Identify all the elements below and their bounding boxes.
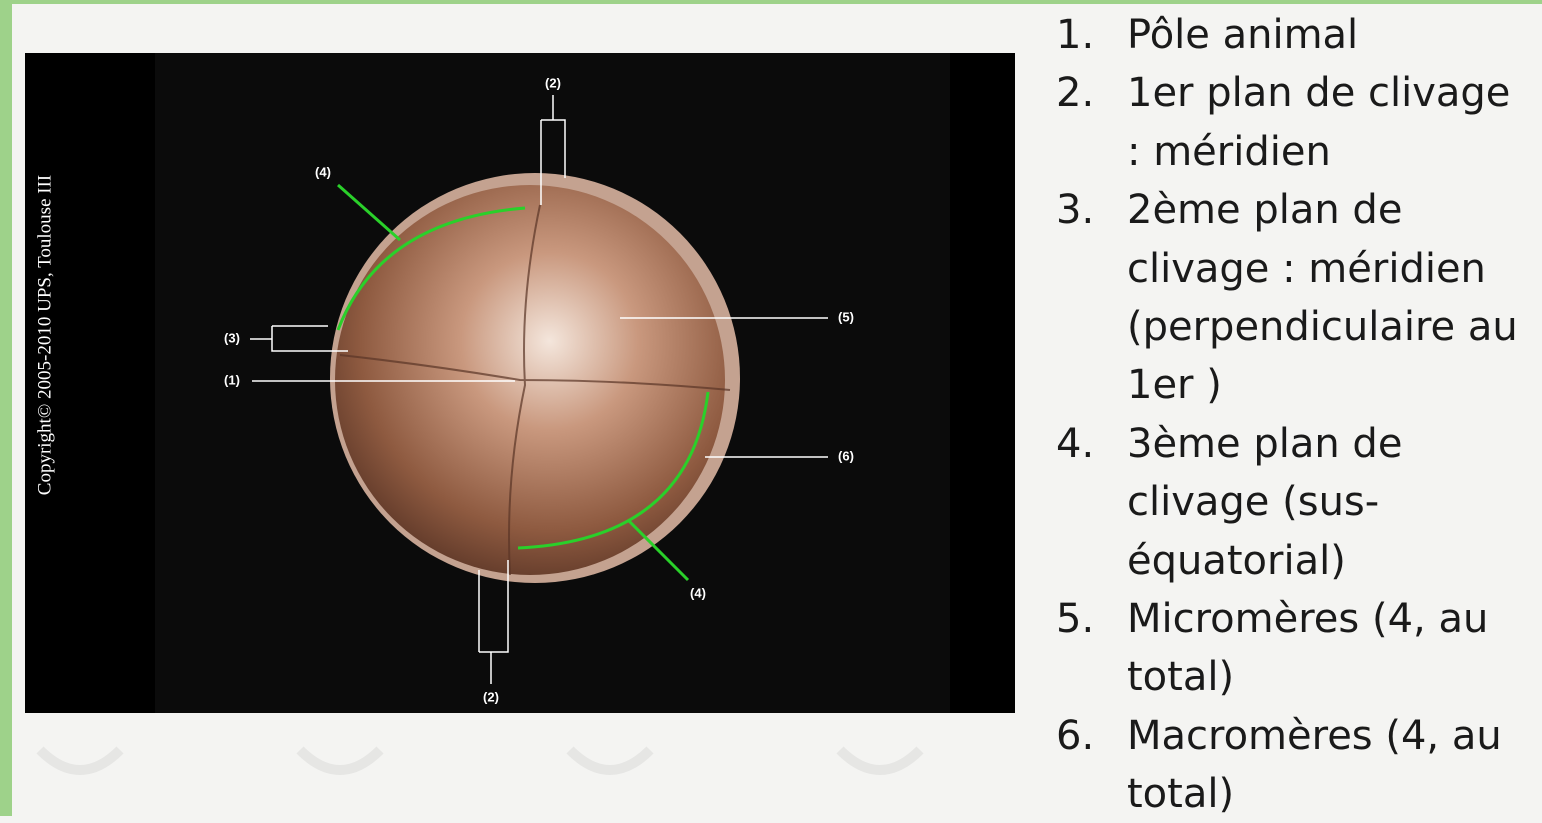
item-text: équatorial) [1127,532,1346,590]
figure-label: (1) [224,372,240,387]
item-number: 6. [1056,707,1094,765]
item-text: Macromères (4, au [1127,707,1502,765]
figure-label: (2) [483,689,499,704]
item-number: 3. [1056,181,1094,239]
figure-label: (5) [838,309,854,324]
figure-label: (2) [545,75,561,90]
item-text: total) [1127,648,1234,706]
item-text: 1er plan de clivage [1127,64,1510,122]
figure-label: (4) [690,585,706,600]
item-number: 2. [1056,64,1094,122]
item-text: Pôle animal [1127,6,1358,64]
watermark [40,750,920,770]
figure-label: (6) [838,448,854,463]
item-number: 1. [1056,6,1094,64]
copyright: Copyright© 2005-2010 UPS, Toulouse III [34,175,55,495]
figure-label: (4) [315,164,331,179]
item-text: : méridien [1127,123,1331,181]
item-number: 4. [1056,415,1094,473]
figure: (2) (4) (3) (1) (5) (6) (4) (2) Copyrigh… [0,0,1040,816]
slide: (2) (4) (3) (1) (5) (6) (4) (2) Copyrigh… [0,0,1542,816]
item-text: 3ème plan de [1127,415,1402,473]
item-text: 2ème plan de [1127,181,1402,239]
item-text: clivage (sus- [1127,473,1379,531]
item-text: 1er ) [1127,356,1222,414]
item-text: clivage : méridien [1127,240,1486,298]
figure-label: (3) [224,330,240,345]
item-text: total) [1127,765,1234,823]
item-number: 5. [1056,590,1094,648]
item-text: Micromères (4, au [1127,590,1488,648]
item-text: (perpendiculaire au [1127,298,1518,356]
